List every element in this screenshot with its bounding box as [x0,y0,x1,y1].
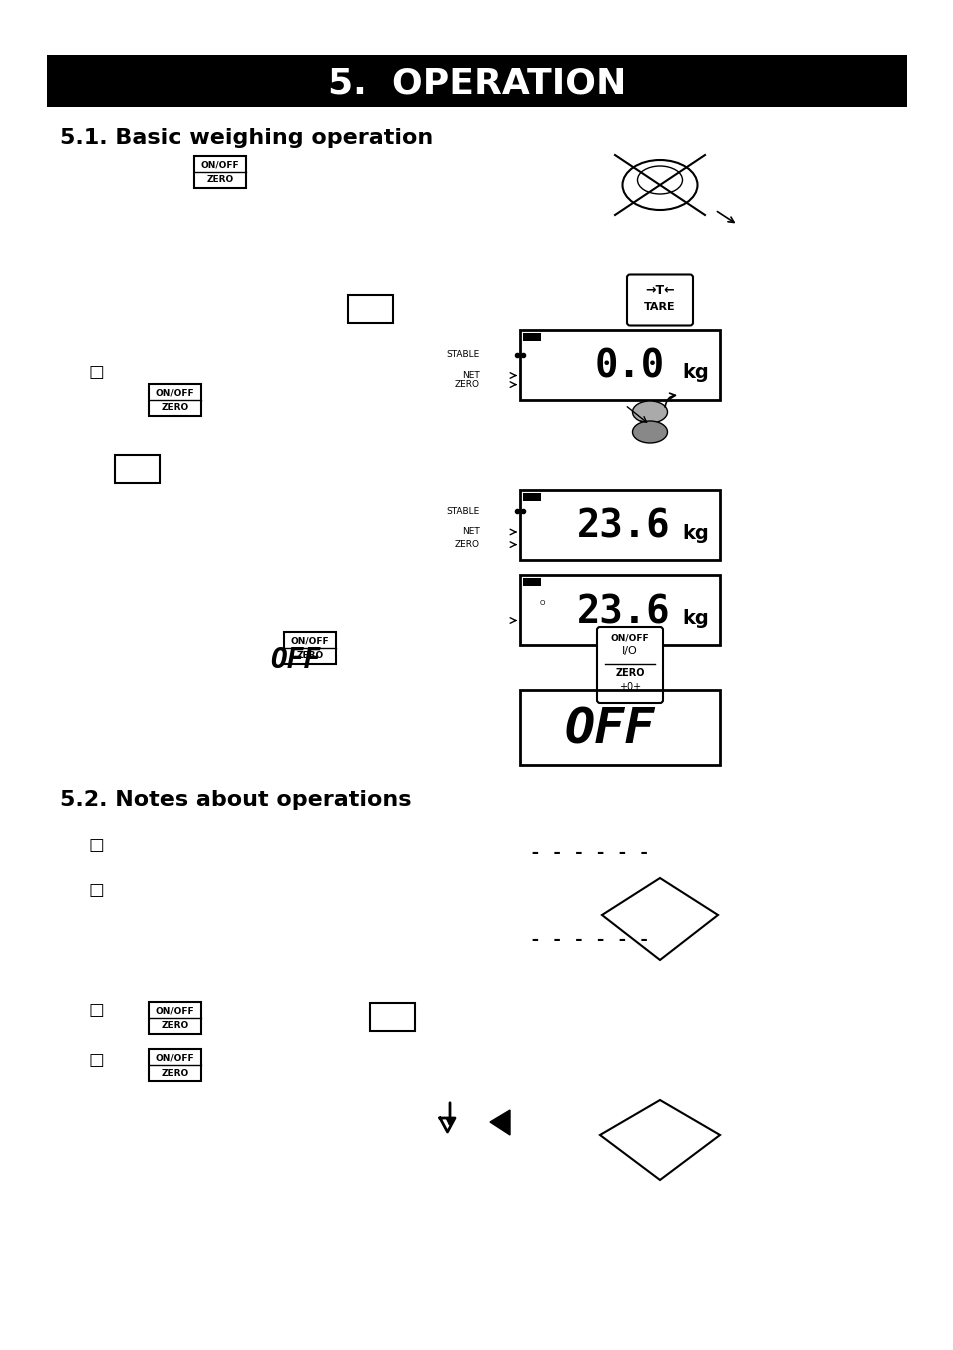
Text: O: O [538,599,544,606]
Text: □: □ [88,882,104,899]
Text: kg: kg [682,609,709,628]
Bar [522,493,540,501]
Text: ZERO: ZERO [161,404,189,413]
Text: 5.  OPERATION: 5. OPERATION [328,66,625,100]
Bar [519,575,720,645]
Text: ZERO: ZERO [455,540,479,549]
Text: TARE: TARE [643,302,675,312]
Bar [348,296,393,323]
Text: NET: NET [462,528,479,536]
Text: - - - - - -: - - - - - - [530,931,649,949]
Text: 5.1. Basic weighing operation: 5.1. Basic weighing operation [60,128,433,148]
Text: ON/OFF: ON/OFF [291,636,329,645]
Text: ZERO: ZERO [455,381,479,389]
Bar [519,490,720,560]
Bar [149,383,201,416]
Polygon shape [490,1110,510,1135]
Bar [115,455,160,483]
Text: ZERO: ZERO [206,176,233,185]
Ellipse shape [632,421,667,443]
Text: OFF: OFF [270,647,320,674]
Text: ON/OFF: ON/OFF [200,161,239,170]
Bar [519,690,720,765]
Text: ON/OFF: ON/OFF [155,1007,194,1015]
Bar [193,157,246,188]
Text: □: □ [88,363,104,381]
Text: 23.6: 23.6 [577,508,670,545]
Text: ON/OFF: ON/OFF [155,1053,194,1062]
Text: - - - - - -: - - - - - - [530,844,649,863]
Text: STABLE: STABLE [446,350,479,359]
Text: ZERO: ZERO [161,1068,189,1077]
Text: 5.2. Notes about operations: 5.2. Notes about operations [60,790,411,810]
Text: →T←: →T← [644,285,674,297]
Text: ON/OFF: ON/OFF [155,389,194,397]
Text: ON/OFF: ON/OFF [610,634,649,643]
Text: □: □ [88,1052,104,1069]
Text: □: □ [88,836,104,855]
Bar [284,632,335,664]
Text: ZERO: ZERO [296,652,323,660]
Text: ZERO: ZERO [615,668,644,679]
Text: □: □ [88,1000,104,1019]
Text: I/O: I/O [621,647,638,656]
Text: OFF: OFF [564,706,655,753]
Text: +0+: +0+ [618,682,640,693]
Bar [522,333,540,342]
FancyBboxPatch shape [626,274,692,325]
Text: 0.0: 0.0 [595,348,664,386]
Bar [149,1049,201,1081]
Text: kg: kg [682,363,709,382]
Bar [519,329,720,400]
Ellipse shape [632,401,667,423]
Bar [522,578,540,586]
Text: STABLE: STABLE [446,506,479,516]
Text: ZERO: ZERO [161,1022,189,1030]
Bar [370,1003,415,1031]
FancyBboxPatch shape [597,626,662,703]
Text: NET: NET [462,371,479,379]
Text: 23.6: 23.6 [577,593,670,630]
Bar [149,1002,201,1034]
Text: kg: kg [682,524,709,543]
Bar [47,55,906,107]
